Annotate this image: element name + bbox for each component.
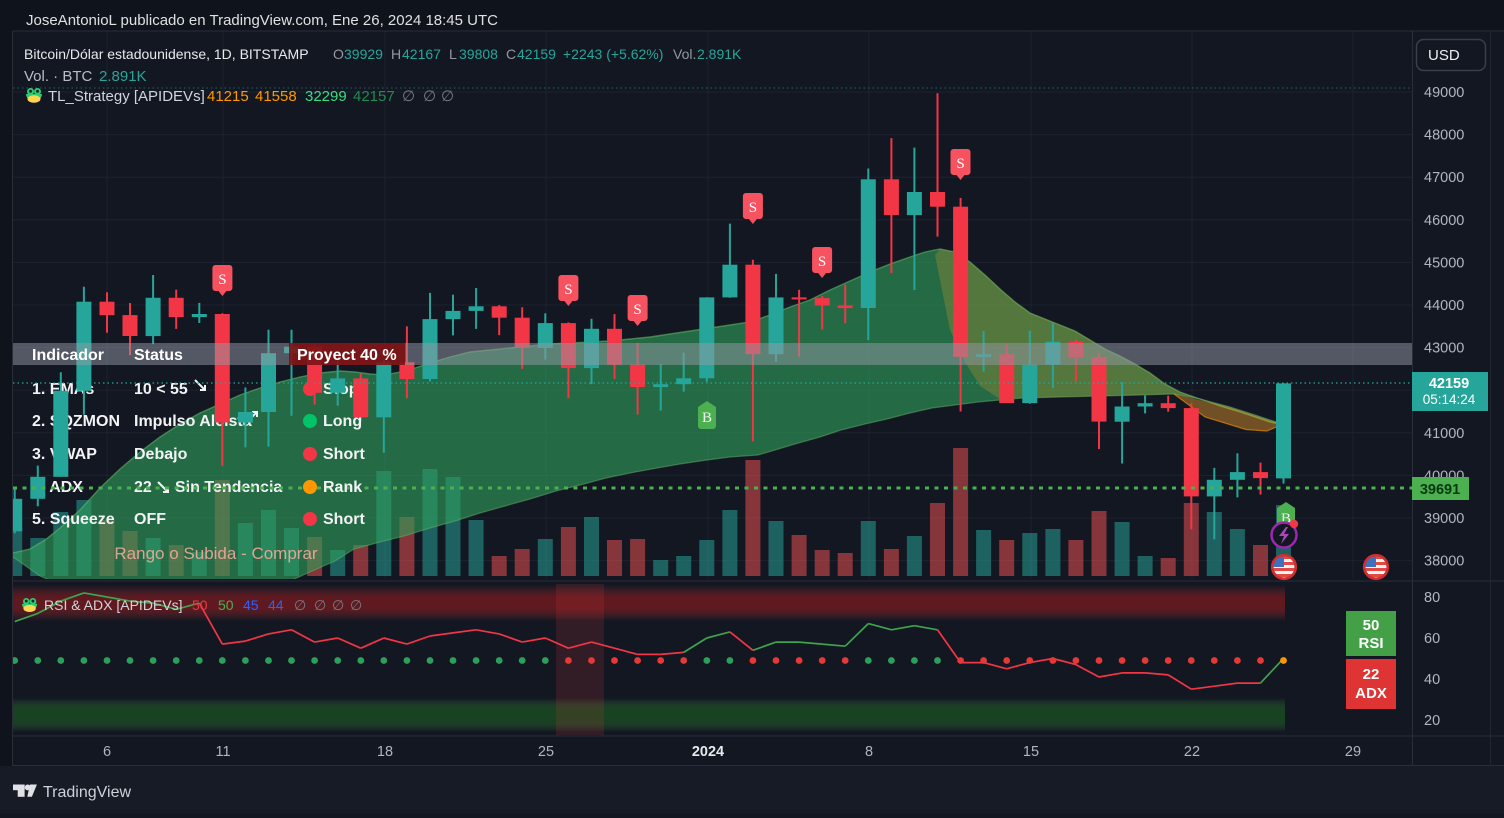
svg-text:46000: 46000: [1424, 213, 1464, 229]
svg-text:∅: ∅: [314, 597, 326, 613]
svg-text:44: 44: [268, 597, 284, 613]
svg-text:Long: Long: [323, 413, 362, 430]
svg-text:45: 45: [243, 597, 259, 613]
svg-text:∅: ∅: [332, 597, 344, 613]
svg-text:∅: ∅: [350, 597, 362, 613]
svg-text:∅: ∅: [441, 88, 454, 105]
svg-text:45000: 45000: [1424, 255, 1464, 271]
svg-text:Sin Tendencia: Sin Tendencia: [175, 479, 282, 496]
svg-text:Debajo: Debajo: [134, 446, 188, 463]
svg-text:11: 11: [215, 744, 230, 760]
svg-text:H: H: [391, 46, 401, 62]
svg-text:Impulso Alcista: Impulso Alcista: [134, 413, 252, 430]
svg-text:RSI: RSI: [1358, 635, 1383, 652]
svg-text:6: 6: [103, 744, 111, 760]
svg-text:10 < 55: 10 < 55: [134, 381, 188, 398]
svg-text:Proyect 40 %: Proyect 40 %: [297, 347, 397, 364]
svg-text:Vol. · BTC: Vol. · BTC: [24, 68, 93, 85]
svg-text:Indicador: Indicador: [32, 347, 104, 364]
svg-text:L: L: [449, 46, 457, 62]
svg-text:44000: 44000: [1424, 298, 1464, 314]
svg-text:∅: ∅: [294, 597, 306, 613]
svg-text:O: O: [333, 46, 344, 62]
svg-text:41215: 41215: [207, 88, 249, 105]
svg-text:22: 22: [1363, 666, 1380, 683]
svg-text:S: S: [218, 272, 226, 288]
svg-text:48000: 48000: [1424, 128, 1464, 144]
svg-text:42167: 42167: [402, 46, 441, 62]
svg-text:Bitcoin/Dólar estadounidense,: Bitcoin/Dólar estadounidense, 1D, BITSTA…: [24, 46, 309, 62]
svg-text:50: 50: [192, 597, 208, 613]
svg-text:S: S: [749, 200, 757, 216]
svg-text:∅: ∅: [402, 88, 415, 105]
svg-text:+2243 (+5.62%): +2243 (+5.62%): [563, 46, 663, 62]
svg-text:ADX: ADX: [1355, 685, 1387, 702]
svg-text:42157: 42157: [353, 88, 395, 105]
svg-text:JoseAntonioL publicado en Trad: JoseAntonioL publicado en TradingView.co…: [26, 12, 498, 29]
svg-text:Short: Short: [323, 446, 365, 463]
svg-text:38000: 38000: [1424, 554, 1464, 570]
svg-text:29: 29: [1345, 744, 1361, 760]
svg-text:TL_Strategy [APIDEVs]: TL_Strategy [APIDEVs]: [48, 88, 205, 105]
svg-text:S: S: [633, 302, 641, 318]
svg-text:S: S: [818, 254, 826, 270]
svg-text:32299: 32299: [305, 88, 347, 105]
svg-text:OFF: OFF: [134, 511, 166, 528]
svg-text:42159: 42159: [1429, 376, 1469, 392]
svg-text:20: 20: [1424, 713, 1440, 729]
svg-text:Vol.: Vol.: [673, 46, 696, 62]
svg-text:50: 50: [218, 597, 234, 613]
svg-text:2.891K: 2.891K: [697, 46, 742, 62]
svg-text:41000: 41000: [1424, 426, 1464, 442]
svg-text:43000: 43000: [1424, 341, 1464, 357]
svg-text:8: 8: [865, 744, 873, 760]
svg-text:39691: 39691: [1420, 482, 1460, 498]
svg-text:49000: 49000: [1424, 85, 1464, 101]
svg-text:39000: 39000: [1424, 511, 1464, 527]
svg-text:RSI & ADX [APIDEVs]: RSI & ADX [APIDEVs]: [44, 597, 183, 613]
svg-text:40: 40: [1424, 672, 1440, 688]
svg-text:80: 80: [1424, 590, 1440, 606]
svg-text:39808: 39808: [459, 46, 498, 62]
svg-text:18: 18: [377, 744, 393, 760]
svg-text:S: S: [956, 156, 964, 172]
svg-text:47000: 47000: [1424, 170, 1464, 186]
svg-text:Rank: Rank: [323, 479, 362, 496]
svg-text:15: 15: [1023, 744, 1039, 760]
svg-text:∅: ∅: [423, 88, 436, 105]
svg-text:41558: 41558: [255, 88, 297, 105]
svg-text:2024: 2024: [692, 744, 724, 760]
svg-text:USD: USD: [1428, 47, 1460, 64]
svg-text:C: C: [506, 46, 516, 62]
svg-text:22: 22: [134, 479, 152, 496]
svg-text:Status: Status: [134, 347, 183, 364]
svg-text:05:14:24: 05:14:24: [1423, 392, 1476, 407]
svg-text:2. SQZMON: 2. SQZMON: [32, 413, 120, 430]
svg-text:5. Squeeze: 5. Squeeze: [32, 511, 115, 528]
svg-text:22: 22: [1184, 744, 1200, 760]
svg-text:60: 60: [1424, 631, 1440, 647]
svg-text:39929: 39929: [344, 46, 383, 62]
svg-text:S: S: [564, 282, 572, 298]
svg-text:50: 50: [1363, 617, 1380, 634]
svg-text:TradingView: TradingView: [43, 784, 131, 801]
svg-text:B: B: [1281, 511, 1291, 527]
svg-text:25: 25: [538, 744, 554, 760]
svg-text:B: B: [702, 410, 712, 426]
svg-text:42159: 42159: [517, 46, 556, 62]
svg-text:2.891K: 2.891K: [99, 68, 147, 85]
svg-text:Rango o Subida - Comprar: Rango o Subida - Comprar: [114, 544, 318, 563]
svg-text:Short: Short: [323, 511, 365, 528]
